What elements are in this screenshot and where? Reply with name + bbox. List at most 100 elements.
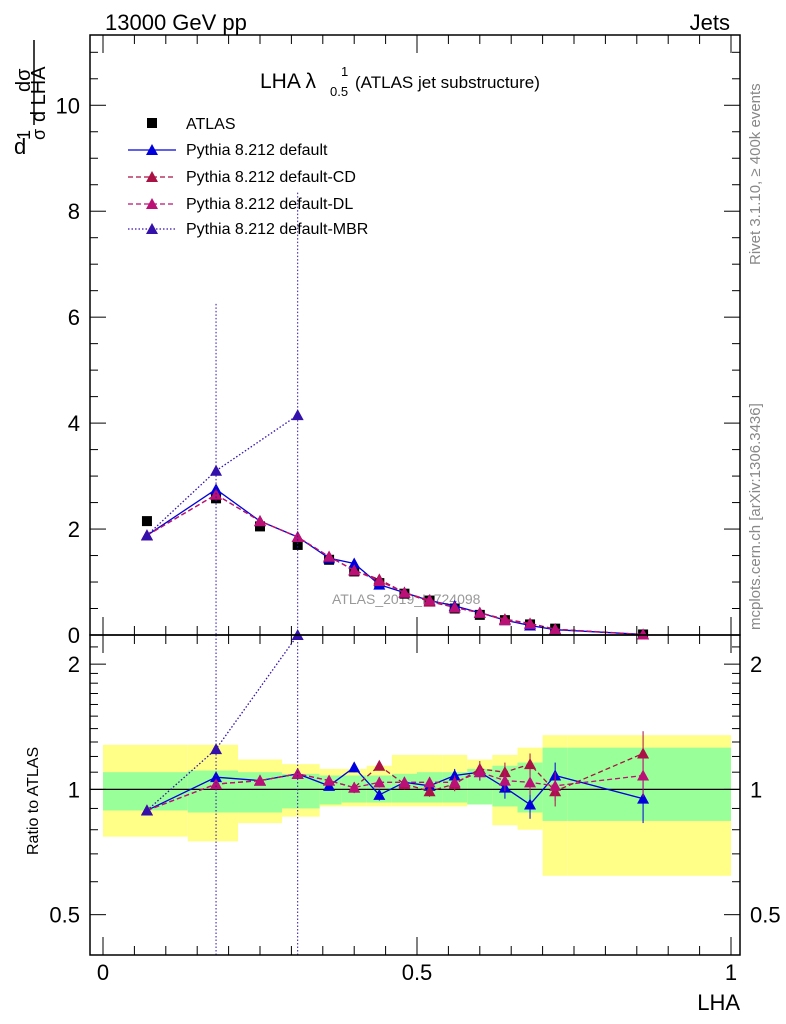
xtick-label: 1 xyxy=(725,960,737,985)
atlas-point xyxy=(141,516,152,527)
series-point-3 xyxy=(473,606,486,618)
ratio-point-4 xyxy=(140,804,153,816)
main-ytick-label: 8 xyxy=(68,199,80,224)
legend-dl: Pythia 8.212 default-DL xyxy=(128,196,353,213)
ratio-marks xyxy=(140,629,650,955)
ylabel-one: 1 xyxy=(14,130,34,140)
legend-cd-label: Pythia 8.212 default-CD xyxy=(186,169,356,186)
ratio-point-3 xyxy=(423,776,436,788)
legend-atlas-label: ATLAS xyxy=(186,116,236,133)
ylabel-sigma: σ xyxy=(29,129,49,140)
series-point-3 xyxy=(254,515,266,527)
plot-title: LHA λ 1 0.5 (ATLAS jet substructure) xyxy=(260,64,540,99)
series-line-1 xyxy=(146,488,644,636)
series-point-3 xyxy=(323,550,336,562)
main-ytick-label: 2 xyxy=(68,517,80,542)
main-ytick-label: 6 xyxy=(68,305,80,330)
main-ytick-label: 10 xyxy=(56,93,80,118)
ratio-point-3 xyxy=(210,778,223,790)
ylabel-dsigma: dσ xyxy=(13,68,35,92)
series-point-3 xyxy=(348,564,361,576)
ratio-ytick-label-right: 0.5 xyxy=(750,903,781,928)
xtick-label: 0.5 xyxy=(402,960,433,985)
series-point-3 xyxy=(373,574,386,586)
legend: ATLAS Pythia 8.212 default Pythia 8.212 … xyxy=(128,116,368,238)
process-label: Jets xyxy=(690,10,730,35)
xtick-label: 0 xyxy=(97,960,109,985)
legend-atlas: ATLAS xyxy=(147,116,236,133)
band-inner-bin xyxy=(281,773,320,809)
ratio-point-1 xyxy=(348,761,361,773)
rivet-label: Rivet 3.1.10, ≥ 400k events xyxy=(747,83,764,265)
ratio-ytick-label-right: 2 xyxy=(750,652,762,677)
series-point-3 xyxy=(498,614,511,626)
legend-mbr-label: Pythia 8.212 default-MBR xyxy=(186,221,368,238)
ratio-ytick-label: 2 xyxy=(68,652,80,677)
band-inner-bin xyxy=(103,772,188,811)
ratio-frame xyxy=(89,634,741,956)
xlabel: LHA xyxy=(697,990,740,1015)
series-point-3 xyxy=(524,617,537,629)
main-ytick-label: 0 xyxy=(68,623,80,648)
ratio-point-3 xyxy=(254,774,266,786)
title-sup: 1 xyxy=(341,64,348,79)
series-line-4 xyxy=(146,414,299,536)
mcplots-label: mcplots.cern.ch [arXiv:1306.3436] xyxy=(747,403,764,630)
ratio-point-1 xyxy=(637,792,650,804)
energy-label: 13000 GeV pp xyxy=(105,10,247,35)
atlas-point xyxy=(255,521,265,532)
ratio-point-2 xyxy=(637,747,650,759)
series-point-3 xyxy=(423,594,436,606)
ratio-point-3 xyxy=(448,776,461,788)
ratio-ytick-label: 0.5 xyxy=(49,903,80,928)
ratio-point-3 xyxy=(398,776,411,788)
ratio-point-1 xyxy=(373,788,386,800)
series-point-4 xyxy=(210,464,223,476)
legend-default: Pythia 8.212 default xyxy=(128,142,328,159)
ratio-point-2 xyxy=(373,759,386,771)
series-line-3 xyxy=(146,493,644,636)
series-point-3 xyxy=(398,586,411,598)
ratio-point-1 xyxy=(524,798,537,810)
ratio-point-3 xyxy=(637,769,650,781)
series-point-3 xyxy=(448,601,461,613)
ratio-point-4 xyxy=(210,743,223,755)
ratio-point-3 xyxy=(498,774,511,786)
ratio-point-3 xyxy=(473,766,486,778)
ratio-point-3 xyxy=(291,767,304,779)
ylabel-dlha: d LHA xyxy=(28,66,50,122)
title-rest: (ATLAS jet substructure) xyxy=(355,73,540,92)
ratio-bands xyxy=(90,735,740,876)
atlas-point xyxy=(292,539,303,550)
band-inner-bin xyxy=(567,747,731,821)
ratio-point-1 xyxy=(448,769,461,781)
ratio-point-1 xyxy=(210,771,223,783)
ratio-point-3 xyxy=(323,774,336,786)
ratio-ylabel: Ratio to ATLAS xyxy=(25,747,42,855)
main-ytick-label: 4 xyxy=(68,411,80,436)
ratio-point-3 xyxy=(549,779,562,791)
legend-dl-label: Pythia 8.212 default-DL xyxy=(186,196,353,213)
ylabel-d1: d xyxy=(14,134,26,159)
ratio-point-3 xyxy=(524,776,537,788)
series-line-2 xyxy=(146,493,644,636)
legend-default-label: Pythia 8.212 default xyxy=(186,142,328,159)
ratio-point-3 xyxy=(348,781,361,793)
ratio-ytick-label-right: 1 xyxy=(750,777,762,802)
title-sub: 0.5 xyxy=(330,84,348,99)
ratio-point-3 xyxy=(373,776,386,788)
series-point-4 xyxy=(291,409,304,421)
series-point-3 xyxy=(637,628,650,640)
legend-mbr: Pythia 8.212 default-MBR xyxy=(128,221,368,238)
main-marks xyxy=(140,192,650,640)
ratio-point-2 xyxy=(423,785,436,797)
ratio-ytick-label: 1 xyxy=(68,777,80,802)
series-point-4 xyxy=(140,529,153,541)
main-ylabel: d 1 σ dσ d LHA d xyxy=(13,40,50,159)
ratio-point-2 xyxy=(524,758,537,770)
series-point-3 xyxy=(549,623,562,635)
legend-cd: Pythia 8.212 default-CD xyxy=(128,169,356,186)
series-point-1 xyxy=(348,557,361,569)
axes: 0 2 4 6 8 10 0 0.5 1 0.5 0.5 1 1 2 2 xyxy=(49,35,781,985)
